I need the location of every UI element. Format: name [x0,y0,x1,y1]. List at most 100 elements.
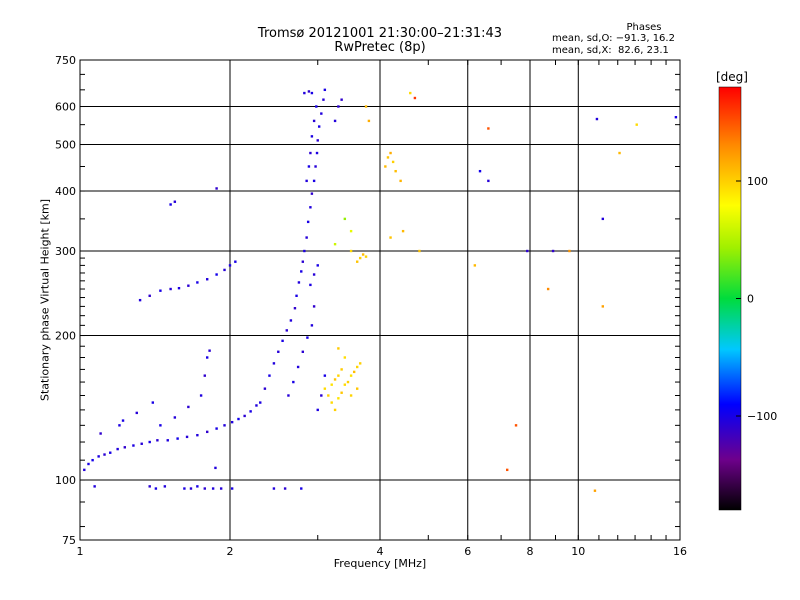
data-point-o [310,324,314,327]
data-point-o [196,281,199,284]
data-point-o [183,487,186,490]
data-point-o [337,105,340,108]
data-point-x [364,105,368,108]
data-point-x [340,391,343,394]
data-point-o [135,411,138,415]
data-point-x [618,151,621,155]
data-point-o [148,440,151,444]
data-point-o [296,365,300,369]
data-point-o [215,187,218,190]
data-point-o [103,453,106,456]
data-point-x [394,169,397,173]
y-tick-label: 500 [55,139,76,152]
data-point-x [346,380,350,384]
data-point-x [384,165,387,168]
x-tick-label: 8 [527,545,534,558]
data-point-o [205,278,209,281]
data-point-o [303,91,306,95]
data-point-o [118,424,121,427]
data-point-o [205,430,209,434]
data-point-x [367,119,371,123]
data-point-x [389,151,392,155]
x-axis-label: Frequency [MHz] [333,557,427,570]
data-point-o [93,485,96,488]
data-point-o [316,408,319,412]
data-point-o [487,179,490,183]
x-tick-label: 2 [227,545,234,558]
data-point-o [301,260,305,263]
data-point-o [305,236,308,239]
data-point-o [312,119,316,123]
data-point-x [349,394,353,397]
data-point-o [187,405,190,409]
data-point-o [314,165,317,168]
data-point-x [505,468,509,472]
data-point-x [514,424,518,427]
y-axis-label: Stationary phase Virtual Height [km] [38,198,52,402]
data-point-x [327,394,330,397]
data-point-o [140,442,143,445]
data-point-o [323,88,327,92]
data-point-o [333,119,337,123]
data-point-o [163,485,167,488]
data-point-o [196,433,199,437]
data-point-x [409,91,412,95]
data-point-o [151,401,155,404]
data-point-o [177,286,181,290]
data-point-o [295,294,298,297]
y-tick-label: 600 [55,101,76,114]
data-point-o [214,466,217,470]
data-point-o [116,447,119,451]
data-point-o [300,270,303,273]
data-point-x [323,387,327,390]
data-point-x [355,365,359,369]
data-point-o [317,125,321,128]
data-point-o [316,264,319,267]
data-point-o [478,169,482,173]
phase-stats: mean, sd,O: −91.3, 16.2 mean, sd,X: 82.6… [552,33,675,57]
data-point-o [87,462,90,466]
data-point-x [361,253,365,256]
data-point-o [263,387,267,390]
x-tick-label: 16 [673,545,687,558]
data-point-x [349,229,353,233]
data-point-o [166,439,169,442]
data-point-o [173,200,177,203]
data-point-o [156,439,159,442]
data-point-o [215,427,218,430]
x-tick-label: 6 [464,545,471,558]
data-point-x [337,347,340,350]
data-point-o [310,135,314,138]
data-point-o [306,336,309,339]
data-point-x [355,260,359,263]
data-point-o [121,419,125,422]
data-point-o [123,446,126,449]
data-point-o [230,487,234,490]
y-tick-label: 100 [55,474,76,487]
data-point-x [330,383,333,386]
data-point-o [674,116,678,119]
data-point-o [292,380,295,384]
data-point-o [169,203,172,206]
data-point-x [343,383,347,386]
data-point-o [322,98,325,101]
data-point-x [391,160,395,164]
data-point-x [349,249,353,253]
data-point-o [309,283,312,287]
data-point-o [315,105,318,108]
data-point-x [386,156,390,159]
data-point-o [237,417,240,421]
data-point-o [316,139,319,142]
chart-subtitle: RwPretec (8p) [334,40,426,55]
data-point-o [109,451,112,454]
data-point-x [399,179,402,183]
data-point-o [148,485,151,488]
x-tick-label: 4 [377,545,384,558]
data-point-x [635,123,638,126]
data-point-o [289,319,293,322]
x-tick-label: 1 [77,545,84,558]
data-point-x [358,256,362,260]
data-point-x [333,408,337,412]
data-point-o [208,349,211,352]
data-point-o [310,91,314,95]
